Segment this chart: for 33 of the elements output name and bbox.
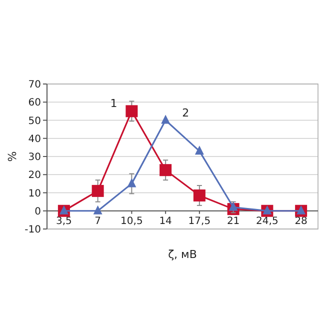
x-tick-label: 21 [226,216,240,227]
series-label: 2 [182,106,190,120]
x-tick-label: 24,5 [256,216,278,227]
point [93,205,102,214]
series-label: 1 [110,97,118,110]
x-tick-label: 7 [94,216,101,227]
y-tick-label: 50 [28,116,41,127]
x-axis-title: ζ, мВ [168,248,197,261]
point [127,178,136,188]
y-tick-label: -10 [24,224,41,236]
y-tick-label: 0 [34,206,41,218]
point [194,146,204,155]
point [228,202,238,211]
y-tick-label: 20 [28,170,41,182]
point [161,114,170,124]
x-tick-label: 28 [294,216,308,227]
y-tick-label: 40 [28,134,41,145]
x-tick-label: 14 [159,216,172,227]
point [59,205,68,214]
y-tick-label: 10 [28,188,41,200]
point [126,105,138,118]
y-axis-title: % [6,151,19,162]
x-tick-label: 3,5 [56,216,72,227]
y-tick-label: 60 [28,98,41,109]
y-tick-label: 70 [28,80,41,90]
point [296,205,306,214]
x-tick-label: 10,5 [120,216,143,227]
y-tick-label: 30 [28,152,41,163]
x-tick-label: 17,5 [188,216,211,227]
point [193,189,206,202]
point [92,184,104,197]
point [262,205,272,214]
point [160,164,172,176]
